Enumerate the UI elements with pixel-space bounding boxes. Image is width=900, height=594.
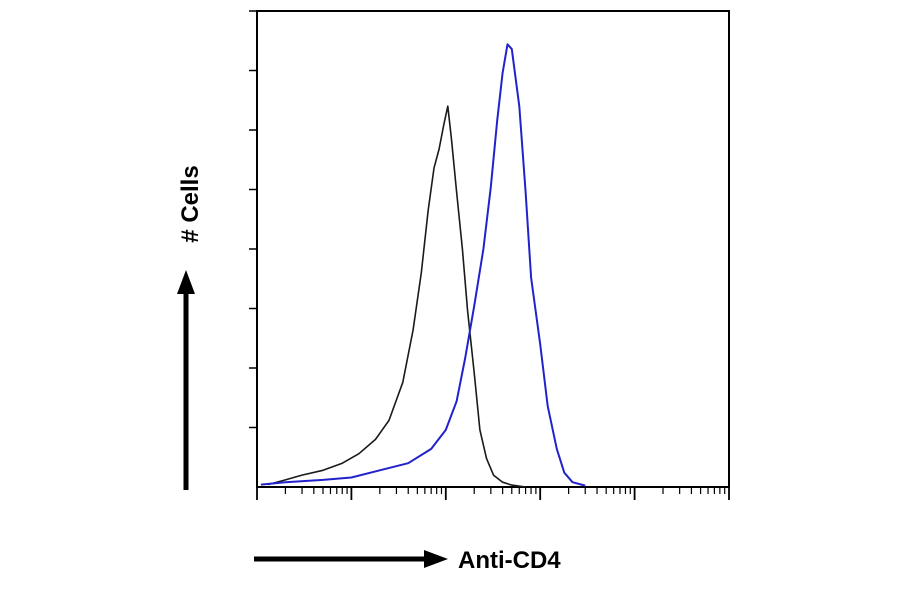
y-axis-arrow — [177, 270, 195, 490]
x-axis-arrow — [254, 550, 448, 568]
y-axis-label: # Cells — [177, 165, 204, 242]
series-line-black — [267, 105, 526, 488]
x-axis-label: Anti-CD4 — [458, 547, 561, 574]
series-line-blue — [260, 43, 586, 487]
series-layer — [260, 43, 586, 488]
x-axis-ticks — [256, 487, 730, 500]
plot-frame — [256, 10, 730, 488]
y-axis-ticks — [249, 10, 257, 429]
